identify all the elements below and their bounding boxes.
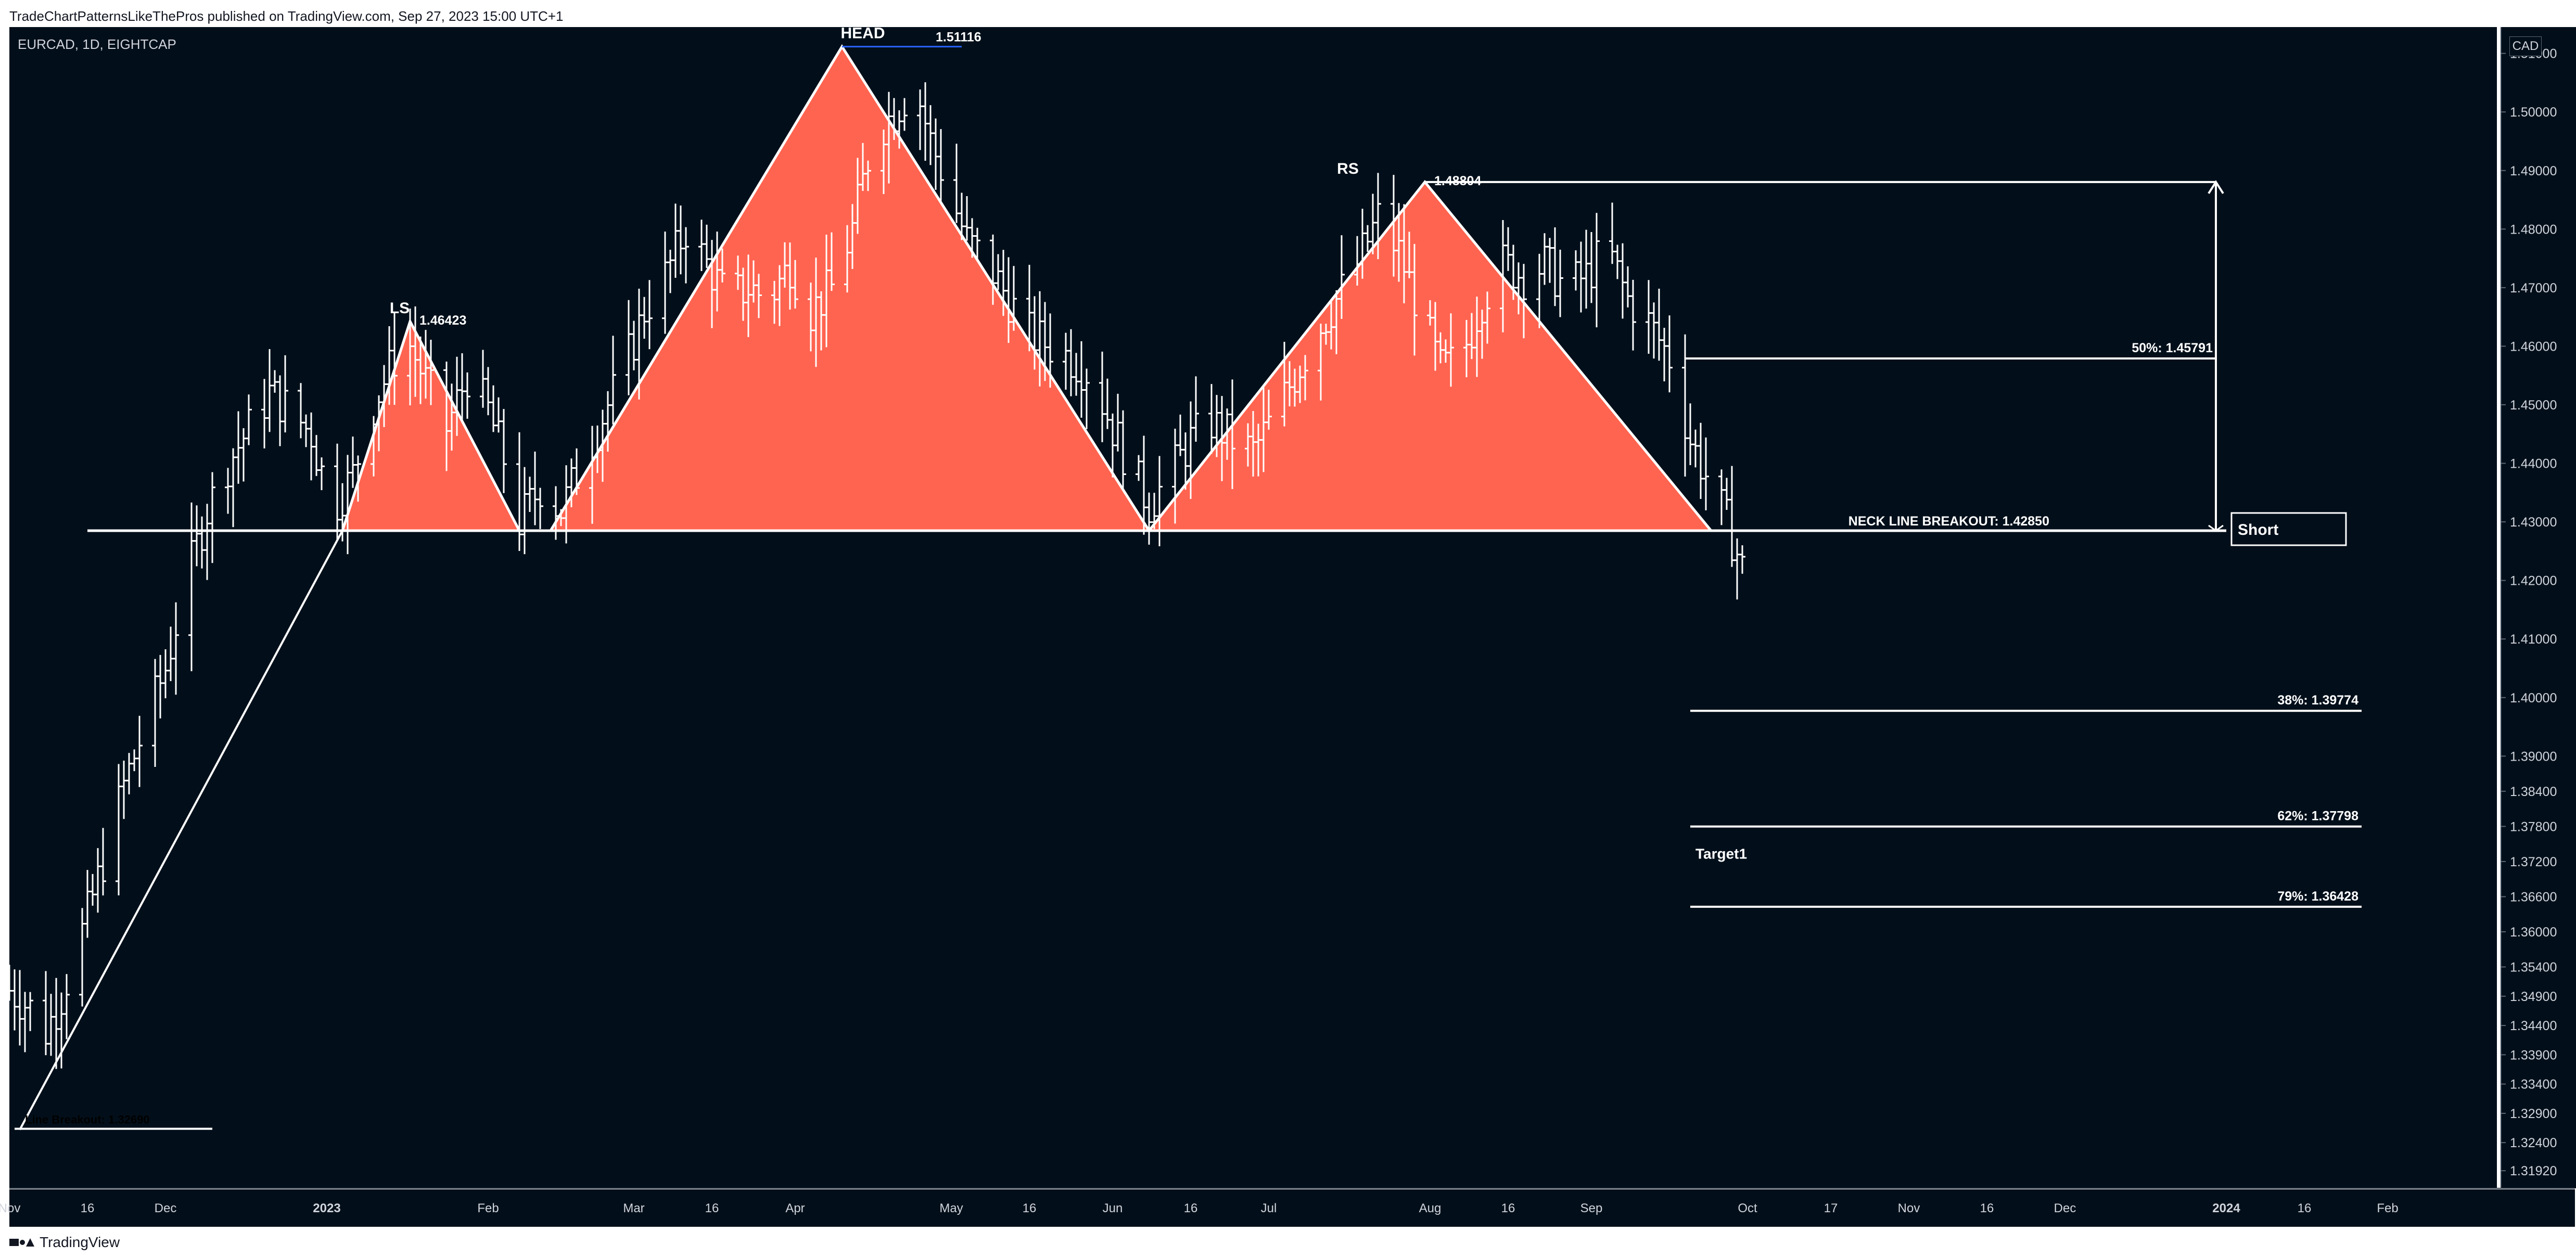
time-tick-label: Aug (1419, 1201, 1442, 1215)
head-triangle (548, 44, 1152, 532)
price-tick-label: 1.47000 (2510, 281, 2557, 296)
time-tick-label: 2023 (313, 1201, 340, 1215)
time-tick-label: Nov (0, 1201, 20, 1215)
peak-label: HEAD (840, 25, 885, 42)
time-tick-label: Nov (1898, 1201, 1920, 1215)
time-tick-label: Jun (1103, 1201, 1123, 1215)
rally-trend-line (19, 530, 343, 1131)
time-tick-label: Apr (785, 1201, 805, 1215)
peak-value-label: 1.48804 (1434, 174, 1481, 188)
price-axis[interactable] (2501, 27, 2576, 1188)
price-tick-label: 1.36000 (2510, 925, 2557, 940)
chart-area[interactable] (9, 27, 2497, 1188)
price-tick-label: 1.44000 (2510, 457, 2557, 471)
publisher-header: TradeChartPatternsLikeThePros published … (0, 0, 2576, 27)
time-tick-label: Dec (155, 1201, 177, 1215)
time-axis[interactable] (9, 1189, 2575, 1227)
time-tick-label: Oct (1738, 1201, 1757, 1215)
time-tick-label: 2024 (2212, 1201, 2240, 1215)
price-tick-label: 1.34400 (2510, 1019, 2557, 1033)
fib-level-label: 38%: 1.39774 (2277, 693, 2358, 708)
time-tick-label: 16 (705, 1201, 719, 1215)
peak-value-label: 1.51116 (936, 30, 981, 45)
time-tick-label: Dec (2054, 1201, 2076, 1215)
price-tick-label: 1.34900 (2510, 990, 2557, 1004)
price-tick-label: 1.35400 (2510, 960, 2557, 975)
time-tick-label: 16 (1023, 1201, 1037, 1215)
symbol-label: EURCAD, 1D, EIGHTCAP (18, 36, 176, 52)
time-tick-label: May (939, 1201, 963, 1215)
peak-value-label: 1.46423 (419, 313, 466, 328)
price-tick-label: 1.32400 (2510, 1136, 2557, 1150)
time-tick-label: 16 (81, 1201, 95, 1215)
left-breakout-label: Line Breakout: 1.32690 (25, 1113, 150, 1126)
time-tick-label: Feb (477, 1201, 499, 1215)
currency-badge[interactable]: CAD (2509, 36, 2542, 56)
tradingview-logo-icon (9, 1238, 34, 1247)
price-tick-label: 1.48000 (2510, 222, 2557, 237)
price-tick-label: 1.49000 (2510, 164, 2557, 178)
time-tick-label: 17 (1824, 1201, 1838, 1215)
price-tick-label: 1.33900 (2510, 1048, 2557, 1062)
price-tick-label: 1.38400 (2510, 785, 2557, 799)
price-tick-label: 1.42000 (2510, 574, 2557, 588)
publisher-line: TradeChartPatternsLikeThePros published … (9, 8, 564, 24)
time-tick-label: Sep (1580, 1201, 1603, 1215)
fib-level-label: 79%: 1.36428 (2277, 889, 2358, 904)
price-tick-label: 1.39000 (2510, 749, 2557, 764)
time-tick-label: Jul (1261, 1201, 1277, 1215)
peak-label: LS (390, 300, 410, 317)
time-tick-label: Mar (623, 1201, 644, 1215)
tradingview-logo[interactable]: TradingView (9, 1233, 120, 1252)
price-tick-label: 1.37800 (2510, 819, 2557, 834)
time-tick-label: 16 (1980, 1201, 1994, 1215)
price-tick-label: 1.36600 (2510, 890, 2557, 904)
target-label: Target1 (1695, 845, 1747, 862)
price-tick-label: 1.45000 (2510, 398, 2557, 413)
time-tick-label: 16 (1501, 1201, 1515, 1215)
measure-arrow-tail (2208, 524, 2224, 532)
peak-label: RS (1337, 160, 1359, 177)
footer (0, 1227, 2576, 1258)
price-tick-label: 1.41000 (2510, 632, 2557, 647)
price-tick-label: 1.46000 (2510, 339, 2557, 354)
price-tick-label: 1.40000 (2510, 691, 2557, 705)
short-box (2230, 512, 2347, 546)
price-tick-label: 1.33400 (2510, 1077, 2557, 1092)
time-tick-label: 16 (1184, 1201, 1198, 1215)
price-tick-label: 1.43000 (2510, 515, 2557, 530)
brand-name: TradingView (40, 1234, 120, 1250)
price-tick-label: 1.31920 (2510, 1164, 2557, 1178)
right-shoulder-triangle (1146, 179, 1714, 532)
short-label: Short (2238, 521, 2278, 538)
time-tick-label: 16 (2298, 1201, 2312, 1215)
neckline-label: NECK LINE BREAKOUT: 1.42850 (1848, 514, 2049, 529)
price-tick-label: 1.32900 (2510, 1107, 2557, 1121)
price-tick-label: 1.50000 (2510, 105, 2557, 120)
fib-level-label: 62%: 1.37798 (2277, 809, 2358, 824)
price-tick-label: 1.37200 (2510, 855, 2557, 869)
fib-level-label: 50%: 1.45791 (2132, 341, 2213, 355)
time-tick-label: Feb (2377, 1201, 2398, 1215)
